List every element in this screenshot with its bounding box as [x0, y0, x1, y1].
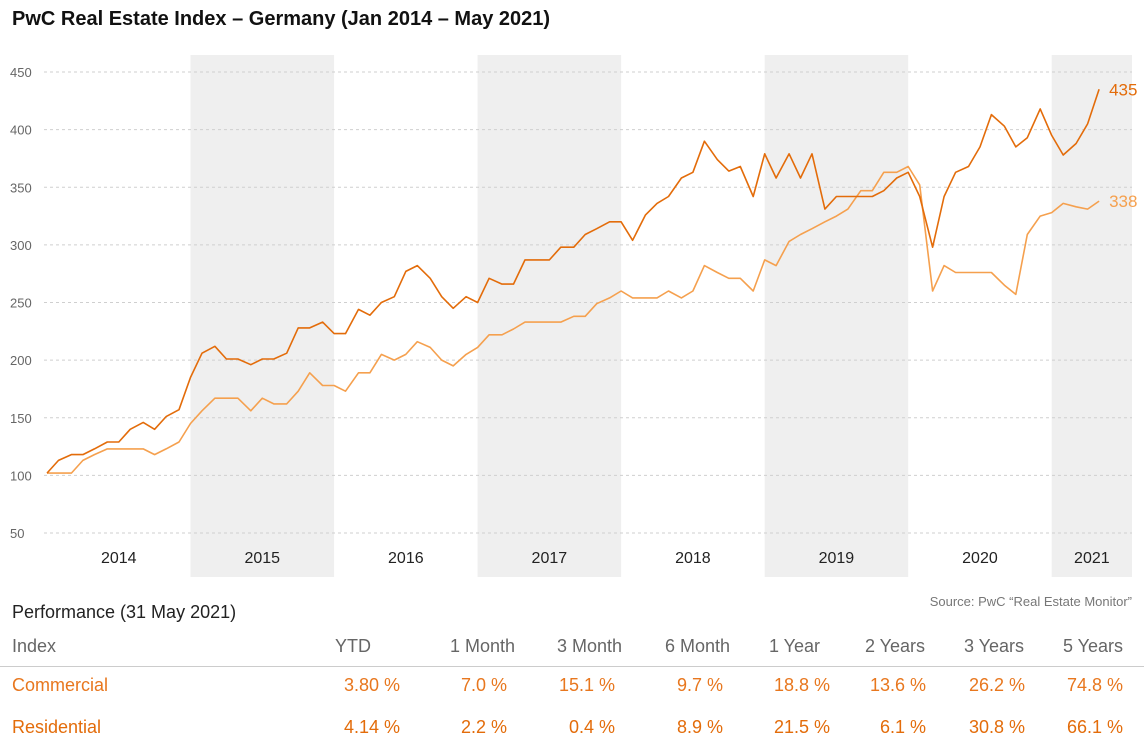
cell-5-years: 66.1 %	[1066, 717, 1123, 737]
year-band-2015	[190, 55, 335, 577]
header-6-month: 6 Month	[664, 636, 730, 656]
performance-table: Index YTD 1 Month 3 Month 6 Month 1 Year…	[0, 632, 1144, 751]
row-name-commercial: Commercial	[12, 675, 109, 695]
cell-6-month: 9.7 %	[676, 675, 723, 695]
header-index: Index	[12, 636, 57, 656]
y-tick-label: 250	[10, 296, 32, 311]
y-tick-label: 100	[10, 468, 32, 483]
cell-2-years: 6.1 %	[879, 717, 926, 737]
cell-3-years: 26.2 %	[968, 675, 1025, 695]
cell-1-year: 21.5 %	[773, 717, 830, 737]
y-tick-label: 50	[10, 526, 24, 541]
y-tick-label: 300	[10, 238, 32, 253]
header-ytd: YTD	[335, 636, 371, 656]
x-tick-label: 2015	[244, 550, 280, 567]
cell-1-month: 2.2 %	[460, 717, 507, 737]
y-tick-label: 200	[10, 353, 32, 368]
header-2-years: 2 Years	[864, 636, 925, 656]
x-tick-label: 2020	[962, 550, 998, 567]
source-note: Source: PwC “Real Estate Monitor”	[929, 594, 1132, 609]
x-tick-label: 2017	[532, 550, 568, 567]
table-header-row: Index YTD 1 Month 3 Month 6 Month 1 Year…	[0, 632, 1144, 667]
cell-1-year: 18.8 %	[773, 675, 830, 695]
year-band-2017	[477, 55, 622, 577]
row-name-residential: Residential	[12, 717, 102, 737]
cell-1-month: 7.0 %	[460, 675, 507, 695]
x-tick-label: 2019	[819, 550, 855, 567]
series-end-label-residential: 338	[1109, 192, 1137, 211]
header-3-years: 3 Years	[963, 636, 1024, 656]
year-band-2019	[764, 55, 909, 577]
header-1-month: 1 Month	[449, 636, 515, 656]
cell-ytd: 4.14 %	[343, 717, 400, 737]
series-end-label-commercial: 435	[1109, 80, 1137, 99]
cell-6-month: 8.9 %	[676, 717, 723, 737]
series-line-residential	[47, 165, 1100, 474]
y-tick-label: 350	[10, 180, 32, 195]
cell-5-years: 74.8 %	[1066, 675, 1123, 695]
cell-3-years: 30.8 %	[968, 717, 1025, 737]
header-3-month: 3 Month	[556, 636, 622, 656]
header-5-years: 5 Years	[1062, 636, 1123, 656]
year-band-2021	[1051, 55, 1132, 577]
x-tick-label: 2014	[101, 550, 137, 567]
table-row: Commercial 3.80 % 7.0 % 15.1 % 9.7 % 18.…	[0, 667, 1144, 709]
series-line-commercial	[46, 89, 1100, 474]
x-tick-label: 2016	[388, 550, 424, 567]
performance-title: Performance (31 May 2021)	[12, 602, 237, 622]
line-chart: 50 100 150 200 250 300 350 400 450 2014 2015 2016 20…	[10, 55, 1137, 577]
cell-3-month: 15.1 %	[558, 675, 615, 695]
chart-title: PwC Real Estate Index – Germany (Jan 201…	[12, 8, 551, 30]
cell-ytd: 3.80 %	[343, 675, 400, 695]
x-tick-label: 2021	[1074, 550, 1110, 567]
y-tick-label: 400	[10, 123, 32, 138]
cell-2-years: 13.6 %	[869, 675, 926, 695]
cell-3-month: 0.4 %	[568, 717, 615, 737]
y-tick-label: 450	[10, 65, 32, 80]
header-1-year: 1 Year	[768, 636, 820, 656]
y-tick-label: 150	[10, 411, 32, 426]
table-row: Residential 4.14 % 2.2 % 0.4 % 8.9 % 21.…	[0, 709, 1144, 751]
x-tick-label: 2018	[675, 550, 711, 567]
